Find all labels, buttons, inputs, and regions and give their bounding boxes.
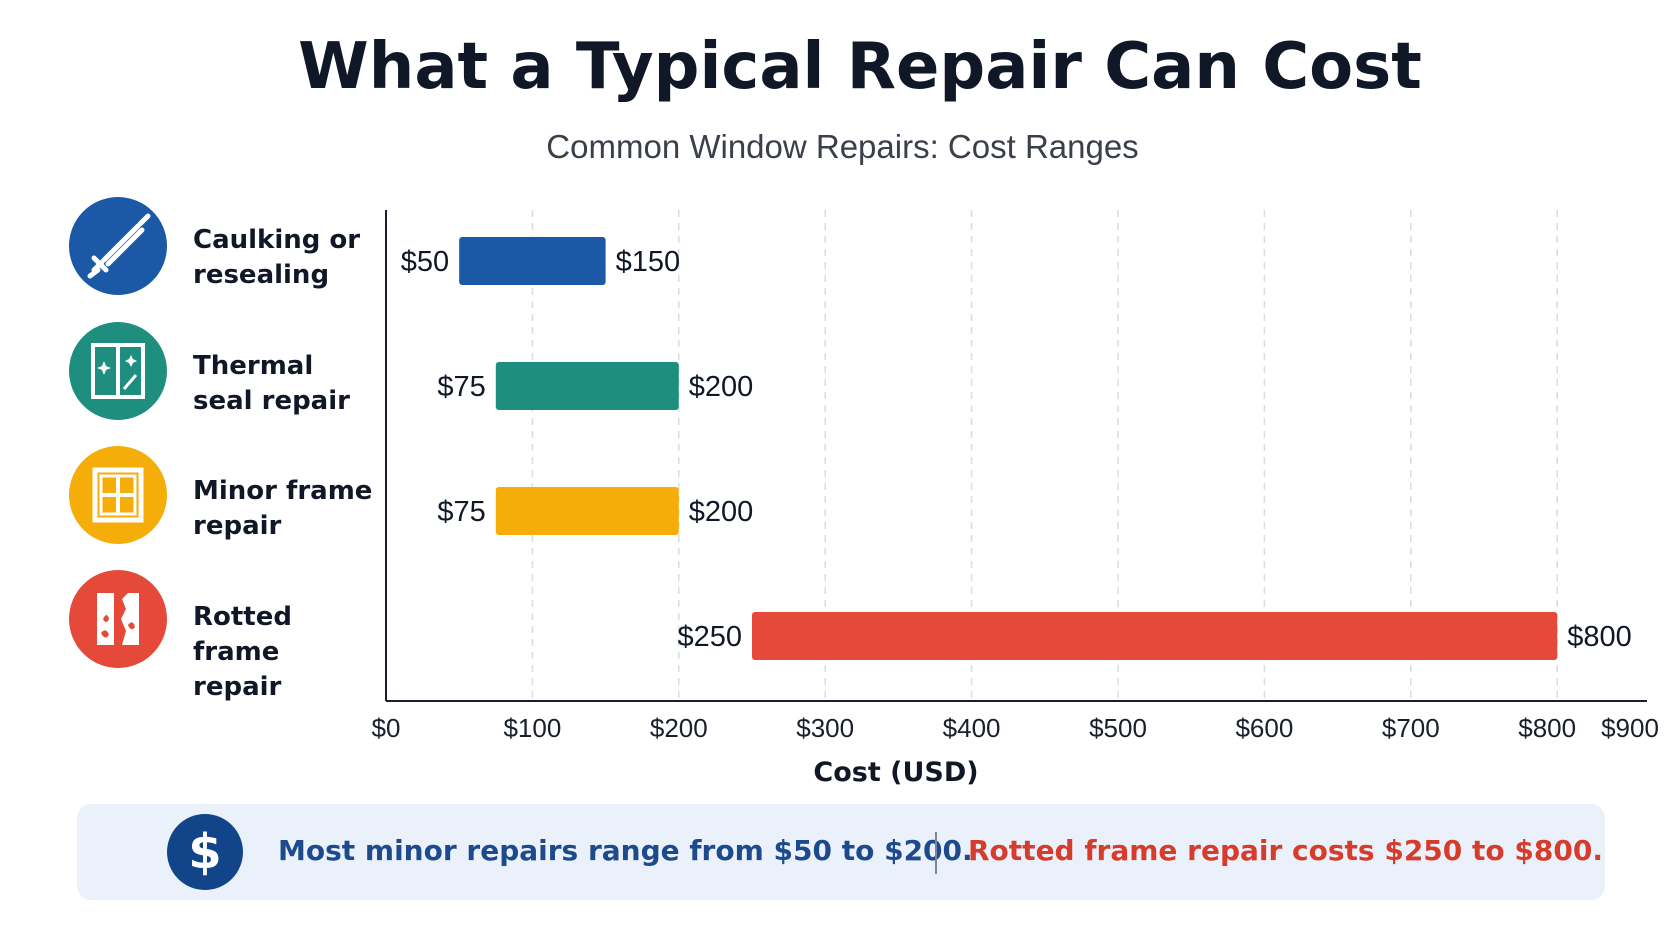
low-value-label: $250 <box>677 621 742 653</box>
summary-banner: $ Most minor repairs range from $50 to $… <box>77 804 1605 900</box>
x-tick-label: $0 <box>372 713 401 743</box>
range-bar-1 <box>459 237 606 285</box>
x-tick-label: $400 <box>943 713 1001 743</box>
high-value-label: $200 <box>689 371 754 403</box>
chart-subtitle: Common Window Repairs: Cost Ranges <box>546 128 1139 165</box>
x-tick-label: $700 <box>1382 713 1440 743</box>
low-value-label: $50 <box>401 246 449 278</box>
low-value-label: $75 <box>437 371 485 403</box>
x-tick-label: $500 <box>1089 713 1147 743</box>
row-label-thermal-seal: Thermal seal repair <box>193 351 350 416</box>
x-tick-label: $800 <box>1518 713 1576 743</box>
range-bar-4 <box>752 612 1558 660</box>
row-label-minor-frame: Minor frame repair <box>193 476 373 541</box>
x-tick-label: $300 <box>796 713 854 743</box>
high-value-label: $200 <box>689 496 754 528</box>
row-label-caulking: Caulking or resealing <box>193 225 361 290</box>
high-value-label: $150 <box>616 246 681 278</box>
x-tick-label: $100 <box>503 713 561 743</box>
rotted-repair-note: Rotted frame repair costs $250 to $800. <box>968 834 1603 867</box>
window-frame-icon <box>68 445 168 545</box>
chart-title: What a Typical Repair Can Cost <box>298 30 1422 104</box>
range-bar-3 <box>495 487 679 535</box>
row-label-rotted-frame: Rotted frame repair <box>193 602 292 702</box>
rotted-frame-icon <box>68 569 168 669</box>
x-tick-label: $200 <box>650 713 708 743</box>
caulk-gun-icon <box>68 196 168 296</box>
high-value-label: $800 <box>1567 621 1632 653</box>
range-bar-2 <box>495 362 679 410</box>
window-sparkle-icon <box>68 321 168 421</box>
minor-repairs-note: Most minor repairs range from $50 to $20… <box>278 834 973 867</box>
x-axis-title: Cost (USD) <box>813 757 978 788</box>
x-tick-label: $900 <box>1601 713 1659 743</box>
low-value-label: $75 <box>437 496 485 528</box>
dollar-icon: $ <box>167 814 243 890</box>
banner-divider <box>935 832 937 874</box>
x-tick-label: $600 <box>1235 713 1293 743</box>
